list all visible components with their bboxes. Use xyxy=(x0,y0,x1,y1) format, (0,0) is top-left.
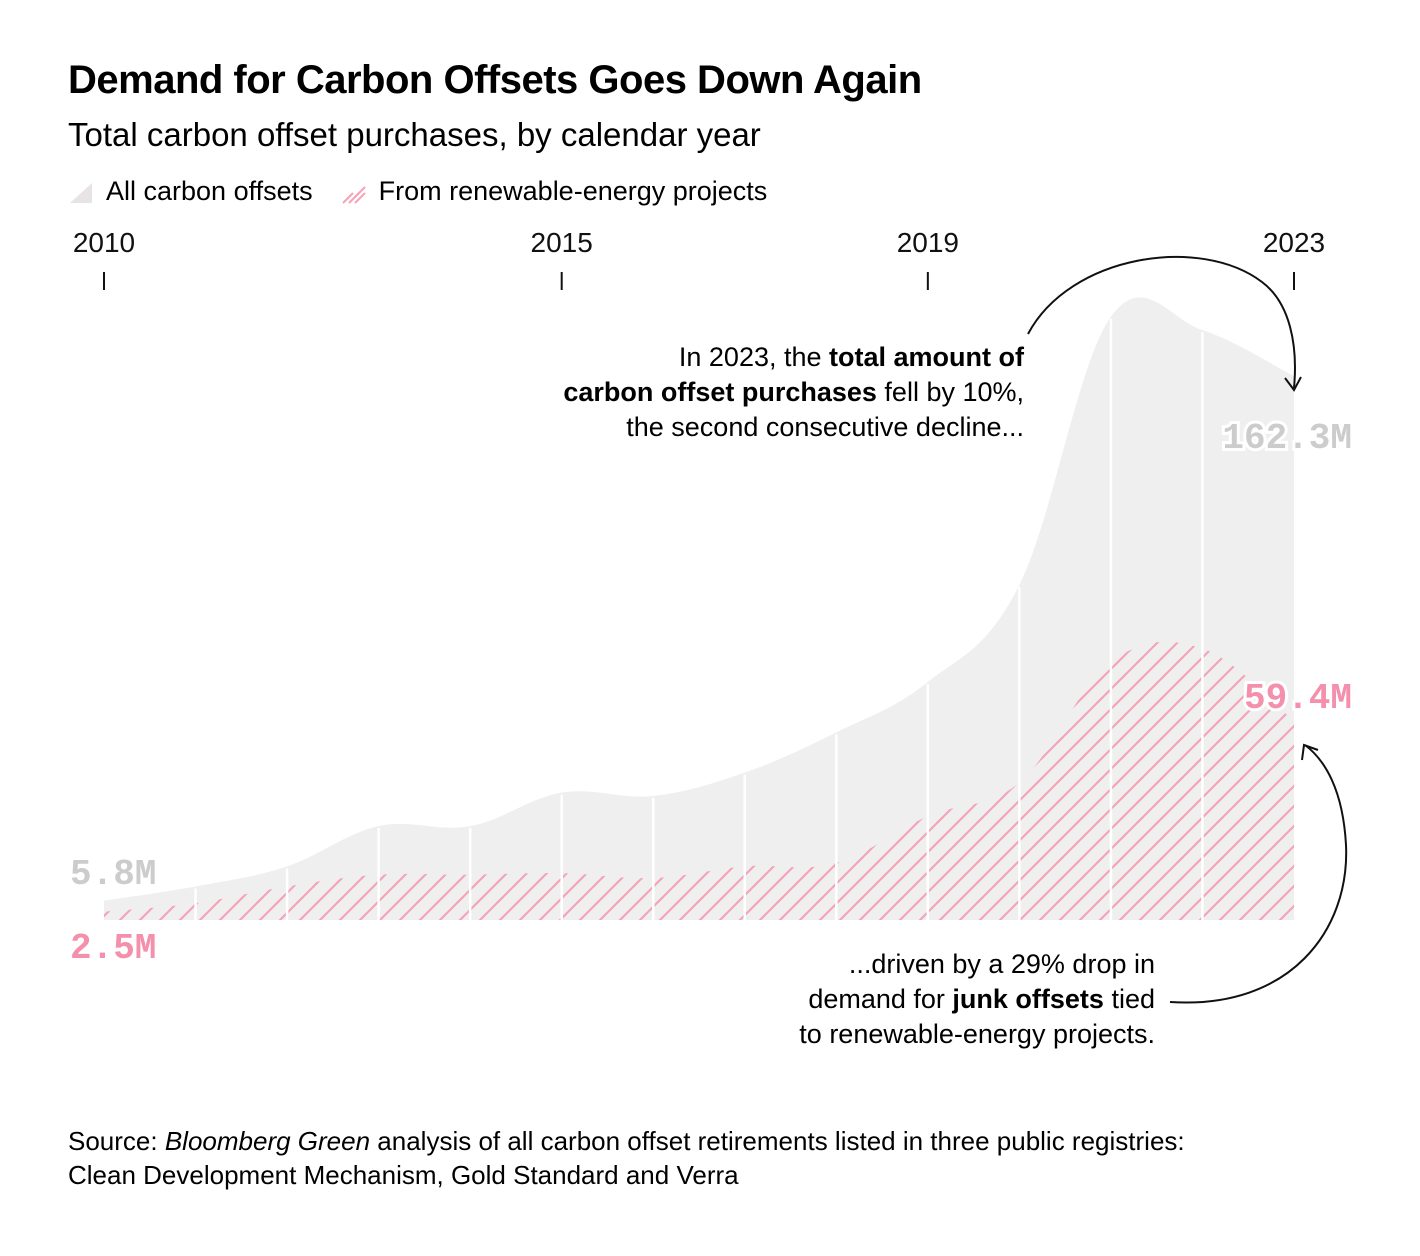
source-text: analysis of all carbon offset retirement… xyxy=(370,1126,1185,1156)
annotation-bottom: ...driven by a 29% drop in demand for ju… xyxy=(799,947,1155,1052)
source-publication: Bloomberg Green xyxy=(164,1126,371,1156)
annotation-top-text: In 2023, the xyxy=(678,342,830,372)
x-tick-label-2019: 2019 xyxy=(897,227,959,258)
legend-swatch-all xyxy=(70,182,92,203)
annotation-top-text: the second consecutive decline... xyxy=(626,412,1024,442)
annotation-bottom-text: ...driven by a 29% drop in xyxy=(848,949,1155,979)
arrow-bottom-head xyxy=(1301,743,1319,761)
source-prefix: Source: xyxy=(68,1126,165,1156)
legend-label-all: All carbon offsets xyxy=(106,176,313,206)
arrow-top xyxy=(1027,256,1296,389)
x-tick-label-2023: 2023 xyxy=(1263,227,1325,258)
x-tick-label-2010: 2010 xyxy=(73,227,135,258)
annotation-bottom-text: tied xyxy=(1103,984,1155,1014)
legend-item-renewable: From renewable-energy projects xyxy=(341,176,768,207)
chart-title: Demand for Carbon Offsets Goes Down Agai… xyxy=(68,58,922,102)
legend-item-all: All carbon offsets xyxy=(68,176,313,207)
annotation-bottom-text: demand for xyxy=(808,984,953,1014)
x-axis: 2010 2015 2019 2023 xyxy=(73,227,1325,290)
x-tick-label-2015: 2015 xyxy=(531,227,593,258)
annotation-top-bold: total amount of xyxy=(829,342,1024,372)
legend-label-renewable: From renewable-energy projects xyxy=(378,176,768,206)
legend: All carbon offsets From renewable-energy… xyxy=(68,176,795,207)
label-all-end: 162.3M xyxy=(1222,418,1352,459)
annotation-top: In 2023, the total amount of carbon offs… xyxy=(563,340,1024,445)
arrow-top-head xyxy=(1284,376,1302,392)
label-all-start: 5.8M xyxy=(70,854,156,895)
year-gridlines xyxy=(194,318,1204,920)
annotation-bottom-bold: junk offsets xyxy=(952,984,1104,1014)
source-registries: Clean Development Mechanism, Gold Standa… xyxy=(68,1160,739,1190)
area-renewable-offsets xyxy=(104,641,1294,920)
area-all-offsets xyxy=(104,297,1294,921)
annotation-bottom-text: to renewable-energy projects. xyxy=(799,1019,1155,1049)
label-renewable-end: 59.4M xyxy=(1244,678,1352,719)
annotation-arrows xyxy=(1027,256,1348,1004)
legend-swatch-renewable xyxy=(341,185,366,204)
arrow-bottom xyxy=(1169,744,1348,1004)
annotation-top-bold: carbon offset purchases xyxy=(563,377,877,407)
annotation-top-text: fell by 10%, xyxy=(876,377,1024,407)
source-note: Source: Bloomberg Green analysis of all … xyxy=(68,1124,1185,1192)
label-renewable-start: 2.5M xyxy=(70,928,156,969)
chart-subtitle: Total carbon offset purchases, by calend… xyxy=(68,116,761,153)
